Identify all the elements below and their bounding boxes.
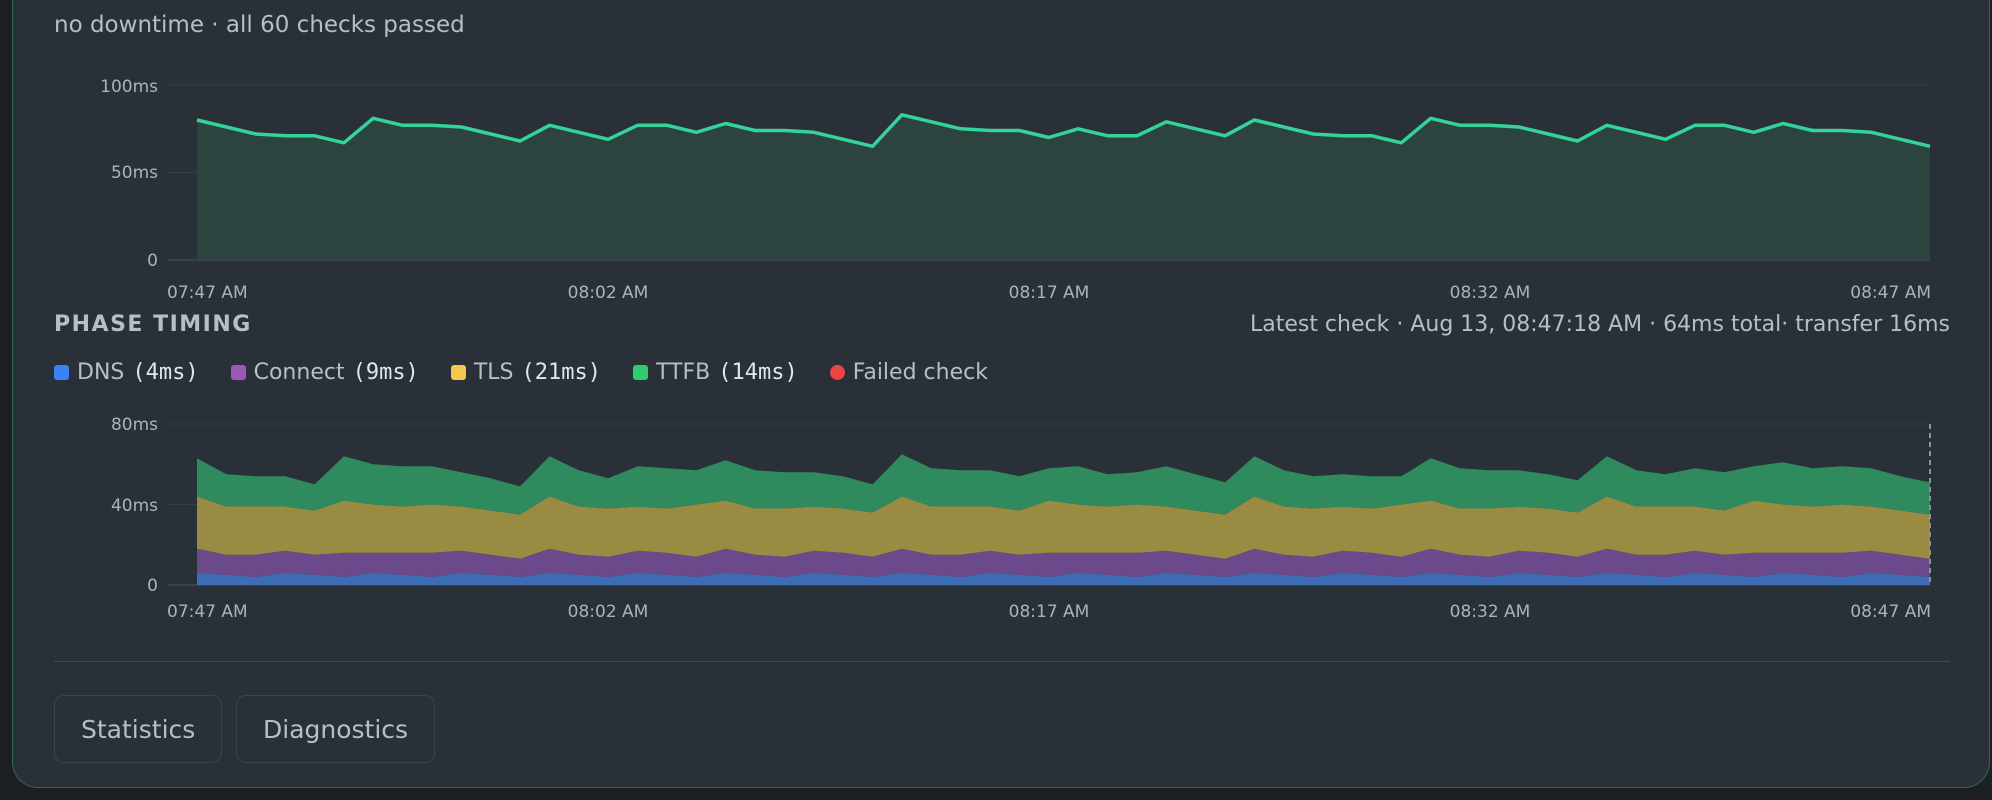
phase-legend: DNS (4ms) Connect (9ms) TLS (21ms) TTFB …: [54, 360, 988, 385]
legend-value: (9ms): [352, 360, 419, 385]
x-tick-label: 07:47 AM: [167, 283, 248, 303]
legend-item-ttfb[interactable]: TTFB (14ms): [632, 360, 798, 385]
legend-item-dns[interactable]: DNS (4ms): [54, 360, 199, 385]
x-tick-label: 07:47 AM: [167, 602, 248, 622]
x-tick-label: 08:02 AM: [568, 283, 649, 303]
x-tick-label: 08:32 AM: [1450, 602, 1531, 622]
legend-label: TLS: [473, 360, 514, 385]
response-time-line: [196, 113, 1931, 149]
statistics-button[interactable]: Statistics: [54, 695, 223, 763]
dns-area: [197, 572, 1930, 585]
legend-item-connect[interactable]: Connect (9ms): [230, 360, 419, 385]
y-tick-label: 0: [147, 576, 158, 596]
uptime-summary: no downtime · all 60 checks passed: [54, 12, 465, 38]
legend-label: TTFB: [655, 360, 711, 385]
x-tick-label: 08:32 AM: [1450, 283, 1531, 303]
legend-value: (4ms): [132, 360, 199, 385]
ttfb-swatch-icon: [632, 365, 648, 380]
latest-check-info: Latest check · Aug 13, 08:47:18 AM · 64m…: [1249, 312, 1950, 337]
legend-value: (14ms): [718, 360, 798, 385]
tls-swatch-icon: [450, 365, 466, 380]
y-tick-label: 80ms: [111, 415, 158, 435]
y-tick-label: 0: [147, 251, 158, 271]
dns-swatch-icon: [54, 365, 69, 380]
legend-label: Connect: [253, 360, 345, 385]
x-tick-label: 08:17 AM: [1009, 602, 1090, 622]
response-time-chart: 100ms 50ms 0 07:47 AM 08:02 AM 08:17 AM …: [100, 77, 1931, 303]
connect-swatch-icon: [230, 365, 246, 380]
legend-item-failed-check[interactable]: Failed check: [829, 360, 988, 385]
diagnostics-button[interactable]: Diagnostics: [236, 695, 436, 763]
legend-label: DNS: [77, 360, 125, 385]
x-tick-label: 08:02 AM: [568, 602, 649, 622]
section-divider: [54, 661, 1950, 662]
x-tick-label: 08:47 AM: [1850, 283, 1931, 303]
tls-area: [197, 496, 1930, 559]
y-tick-label: 40ms: [111, 496, 158, 516]
legend-item-tls[interactable]: TLS (21ms): [450, 360, 601, 385]
x-tick-label: 08:47 AM: [1850, 602, 1931, 622]
legend-label: Failed check: [852, 360, 988, 385]
y-tick-label: 100ms: [100, 77, 158, 97]
phase-timing-title: PHASE TIMING: [54, 312, 252, 337]
phase-timing-chart: 80ms 40ms 0 07:47 AM 08:02 AM 08:17 AM 0…: [111, 415, 1931, 622]
legend-value: (21ms): [521, 360, 601, 385]
failed-check-dot-icon: [829, 365, 845, 380]
x-tick-label: 08:17 AM: [1009, 283, 1090, 303]
response-time-area: [197, 114, 1930, 260]
y-tick-label: 50ms: [111, 163, 158, 183]
connect-area: [197, 548, 1930, 577]
